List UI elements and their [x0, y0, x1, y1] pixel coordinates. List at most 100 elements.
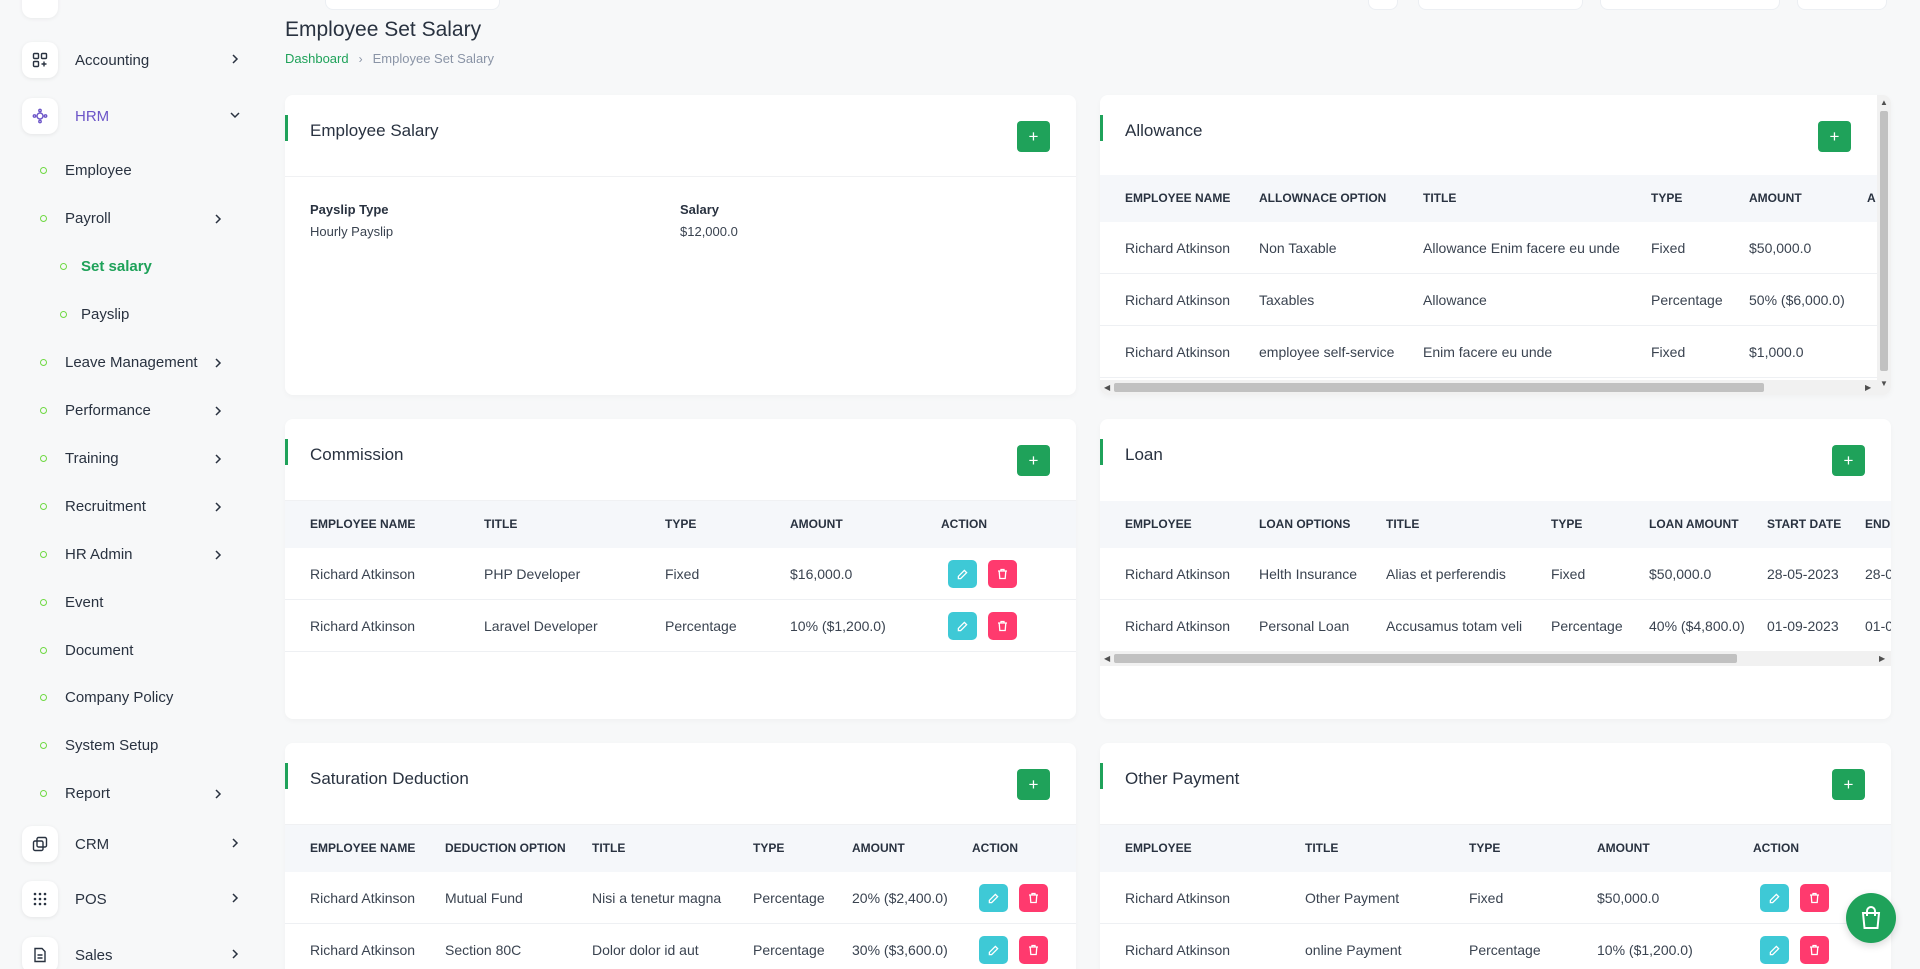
pencil-icon [957, 568, 968, 579]
edit-button[interactable] [1760, 884, 1789, 912]
edit-button[interactable] [948, 560, 977, 588]
sidebar-item-employee[interactable]: Employee [40, 155, 225, 185]
bullet-icon [40, 502, 47, 510]
chevron-right-icon [215, 358, 222, 368]
sidebar-item-report[interactable]: Report [40, 778, 225, 808]
sidebar: Accounting HRM Employee Payroll Set sala… [0, 0, 262, 969]
accounting-icon [22, 42, 58, 78]
shopping-bag-icon [1861, 906, 1881, 929]
vertical-scrollbar[interactable]: ▲ ▼ [1877, 95, 1891, 395]
header-chip[interactable] [1797, 0, 1887, 10]
scrollbar-thumb[interactable] [1114, 383, 1764, 392]
chevron-right-icon [232, 893, 239, 903]
sidebar-item-label: Employee [65, 161, 132, 179]
scroll-down-icon[interactable]: ▼ [1880, 379, 1888, 388]
sidebar-item-sales[interactable]: Sales [22, 933, 242, 969]
card-header: Other Payment + [1100, 743, 1891, 825]
sidebar-item-hr-admin[interactable]: HR Admin [40, 539, 225, 569]
add-loan-button[interactable]: + [1832, 445, 1865, 476]
table-row: Richard Atkinson Helth Insurance Alias e… [1100, 548, 1891, 600]
header-chip[interactable] [1600, 0, 1780, 10]
add-deduction-button[interactable]: + [1017, 769, 1050, 800]
add-allowance-button[interactable]: + [1818, 121, 1851, 152]
delete-button[interactable] [988, 612, 1017, 640]
sidebar-item-label: Leave Management [65, 353, 198, 371]
scroll-right-icon[interactable]: ▶ [1865, 383, 1872, 392]
pencil-icon [988, 944, 999, 955]
breadcrumb: Dashboard › Employee Set Salary [285, 51, 494, 66]
card-accent-bar [285, 763, 288, 789]
column-header: END [1865, 517, 1891, 531]
cell-type: Fixed [1551, 566, 1586, 582]
column-header: A [1867, 191, 1876, 205]
sidebar-item-event[interactable]: Event [40, 587, 225, 617]
sidebar-item-accounting[interactable]: Accounting [22, 38, 242, 82]
sidebar-item-label: Event [65, 593, 104, 611]
sidebar-item-label: System Setup [65, 736, 159, 754]
delete-button[interactable] [1019, 936, 1048, 964]
column-header: TYPE [1551, 517, 1583, 531]
add-employee-salary-button[interactable]: + [1017, 121, 1050, 152]
pencil-icon [957, 620, 968, 631]
sidebar-item-label: POS [75, 890, 107, 908]
scroll-up-icon[interactable]: ▲ [1880, 98, 1888, 107]
edit-button[interactable] [948, 612, 977, 640]
chevron-right-icon [215, 502, 222, 512]
sidebar-item-hrm[interactable]: HRM [22, 94, 242, 138]
scroll-right-icon[interactable]: ▶ [1879, 654, 1886, 663]
sidebar-item-set-salary[interactable]: Set salary [60, 251, 245, 281]
delete-button[interactable] [988, 560, 1017, 588]
sidebar-item-pos[interactable]: POS [22, 877, 242, 921]
cart-button[interactable] [1846, 893, 1896, 943]
sidebar-item-payroll[interactable]: Payroll [40, 203, 225, 233]
sidebar-item-payslip[interactable]: Payslip [60, 299, 245, 329]
column-header: ACTION [1753, 841, 1799, 855]
delete-button[interactable] [1800, 884, 1829, 912]
column-header: LOAN AMOUNT [1649, 517, 1739, 531]
sidebar-item-label: Training [65, 449, 119, 467]
bullet-icon [60, 310, 67, 318]
cell-title: Other Payment [1305, 890, 1400, 906]
chevron-right-icon [215, 454, 222, 464]
header-chip[interactable] [1418, 0, 1583, 10]
horizontal-scrollbar[interactable]: ◀ ▶ [1100, 380, 1877, 395]
column-header: ACTION [972, 841, 1018, 855]
header-chip[interactable] [1368, 0, 1398, 10]
horizontal-scrollbar[interactable]: ◀ ▶ [1100, 651, 1891, 666]
cell-type: Fixed [1651, 240, 1686, 256]
add-other-payment-button[interactable]: + [1832, 769, 1865, 800]
sidebar-item-performance[interactable]: Performance [40, 395, 225, 425]
column-header: EMPLOYEE NAME [310, 517, 416, 531]
edit-button[interactable] [1760, 936, 1789, 964]
sidebar-item-label: HR Admin [65, 545, 133, 563]
edit-button[interactable] [979, 936, 1008, 964]
chevron-right-icon [215, 406, 222, 416]
sidebar-item-document[interactable]: Document [40, 635, 225, 665]
sidebar-item-leave-management[interactable]: Leave Management [40, 347, 225, 377]
add-commission-button[interactable]: + [1017, 445, 1050, 476]
bullet-icon [40, 358, 47, 366]
scrollbar-thumb[interactable] [1114, 654, 1737, 663]
scroll-left-icon[interactable]: ◀ [1104, 383, 1111, 392]
header-chip[interactable] [325, 0, 500, 10]
sidebar-item-label: CRM [75, 835, 110, 853]
cell-employee-name: Richard Atkinson [1125, 344, 1231, 360]
sidebar-item-training[interactable]: Training [40, 443, 225, 473]
scroll-left-icon[interactable]: ◀ [1104, 654, 1111, 663]
cell-loan-amount: 40% ($4,800.0) [1649, 618, 1745, 634]
sidebar-item-recruitment[interactable]: Recruitment [40, 491, 225, 521]
employee-salary-card: Employee Salary + Payslip Type Hourly Pa… [285, 95, 1076, 395]
delete-button[interactable] [1019, 884, 1048, 912]
column-header: TYPE [1469, 841, 1501, 855]
edit-button[interactable] [979, 884, 1008, 912]
sidebar-item-system-setup[interactable]: System Setup [40, 730, 225, 760]
cell-title: Allowance Enim facere eu unde [1423, 240, 1620, 256]
sidebar-top-item[interactable] [22, 0, 58, 18]
breadcrumb-dashboard-link[interactable]: Dashboard [285, 51, 349, 66]
sidebar-item-company-policy[interactable]: Company Policy [40, 682, 225, 712]
sidebar-item-crm[interactable]: CRM [22, 822, 242, 866]
table-row: Richard Atkinson PHP Developer Fixed $16… [285, 548, 1076, 600]
card-accent-bar [1100, 763, 1103, 789]
delete-button[interactable] [1800, 936, 1829, 964]
scrollbar-thumb[interactable] [1880, 111, 1888, 371]
